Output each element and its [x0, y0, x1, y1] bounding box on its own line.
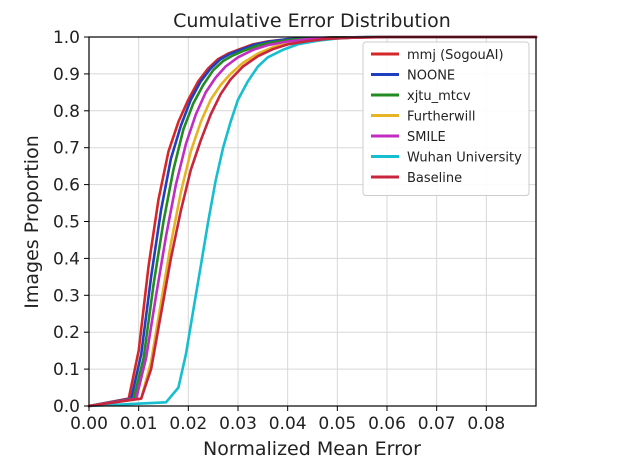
y-tick-label: 0.4: [53, 249, 80, 269]
x-tick-label: 0.08: [467, 414, 505, 434]
y-tick-label: 0.6: [53, 176, 80, 196]
x-tick-label: 0.00: [70, 414, 108, 434]
series-lines: [87, 35, 538, 408]
x-axis-label: Normalized Mean Error: [203, 438, 421, 460]
y-tick-label: 0.3: [53, 286, 80, 306]
legend-label: Furtherwill: [407, 110, 476, 125]
x-tick-label: 0.02: [169, 414, 207, 434]
grid-lines: [88, 36, 536, 407]
series-line-baseline: [87, 35, 538, 408]
legend-label: NOONE: [407, 69, 455, 84]
y-tick-label: 0.2: [53, 323, 80, 343]
legend-label: mmj (SogouAI): [407, 48, 504, 63]
y-tick-label: 0.5: [53, 213, 80, 233]
legend-label: Wuhan University: [407, 151, 522, 166]
x-tick-label: 0.05: [318, 414, 356, 434]
y-tick-label: 0.8: [53, 102, 80, 122]
x-tick-label: 0.03: [219, 414, 257, 434]
x-tick-label: 0.04: [269, 414, 307, 434]
legend-label: SMILE: [407, 130, 446, 145]
legend-box: [362, 41, 530, 196]
x-tick-label: 0.01: [120, 414, 158, 434]
legend: mmj (SogouAI) NOONE xjtu_mtcv Furtherwill SM…: [362, 41, 530, 196]
y-tick-label: 0.7: [53, 139, 80, 159]
y-tick-label: 1.0: [53, 28, 80, 48]
legend-label: xjtu_mtcv: [407, 89, 471, 104]
legend-label: Baseline: [407, 171, 462, 186]
y-axis-label: Images Proportion: [21, 135, 43, 308]
chart-title: Cumulative Error Distribution: [173, 10, 451, 32]
y-tick-label: 0.0: [53, 397, 80, 417]
y-tick-label: 0.9: [53, 65, 80, 85]
y-tick-label: 0.1: [53, 360, 80, 380]
x-tick-label: 0.06: [368, 414, 406, 434]
x-tick-label: 0.07: [418, 414, 456, 434]
axis-ticks: 0.00 0.01 0.02 0.03 0.04 0.05 0.06 0.07 0.08 0.0 0…: [53, 28, 505, 434]
